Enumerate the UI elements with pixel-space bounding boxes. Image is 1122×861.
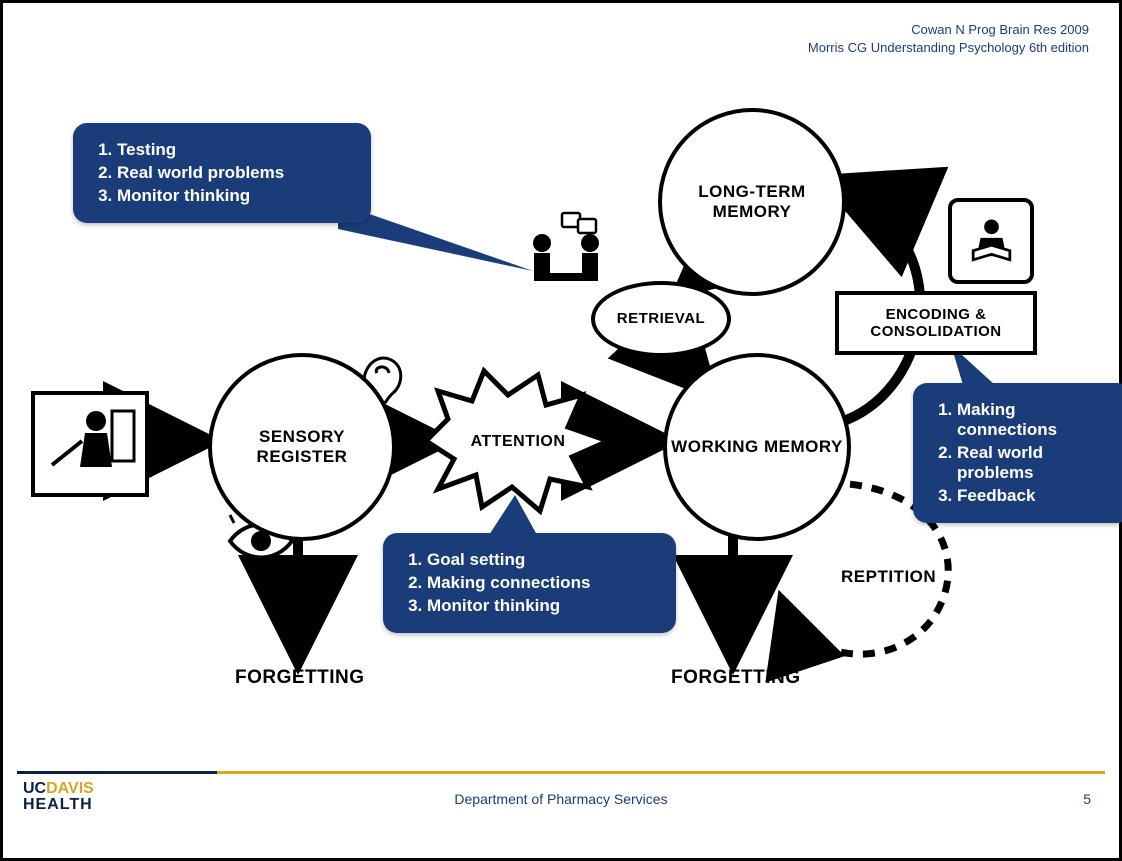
footer-rule — [17, 771, 1105, 774]
node-attention: ATTENTION — [433, 389, 603, 495]
node-working-memory: WORKING MEMORY — [663, 353, 851, 541]
callout-item: Monitor thinking — [117, 186, 353, 206]
node-label: ATTENTION — [471, 433, 566, 451]
callout-item: Monitor thinking — [427, 596, 658, 616]
callout-item: Making connections — [427, 573, 658, 593]
callout-encoding: Making connections Real world problems F… — [913, 383, 1122, 523]
callout-attention: Goal setting Making connections Monitor … — [383, 533, 676, 633]
callout-item: Making connections — [957, 400, 1113, 440]
page-number: 5 — [1083, 791, 1091, 807]
node-label: RETRIEVAL — [617, 310, 705, 327]
lecturer-icon — [31, 391, 149, 497]
label-repetition: REPTITION — [841, 567, 936, 587]
callout-item: Goal setting — [427, 550, 658, 570]
citation-line: Morris CG Understanding Psychology 6th e… — [808, 39, 1089, 57]
node-long-term-memory: LONG-TERM MEMORY — [658, 108, 846, 296]
callout-retrieval: Testing Real world problems Monitor thin… — [73, 123, 371, 223]
node-label: SENSORY REGISTER — [212, 427, 392, 466]
node-sensory-register: SENSORY REGISTER — [208, 353, 396, 541]
citation: Cowan N Prog Brain Res 2009 Morris CG Un… — [808, 21, 1089, 56]
callout-item: Real world problems — [117, 163, 353, 183]
node-label: WORKING MEMORY — [671, 437, 843, 457]
citation-line: Cowan N Prog Brain Res 2009 — [808, 21, 1089, 39]
footer-department: Department of Pharmacy Services — [3, 791, 1119, 807]
label-forgetting-right: FORGETTING — [671, 667, 801, 689]
callout-item: Testing — [117, 140, 353, 160]
node-label: ENCODING & CONSOLIDATION — [847, 306, 1025, 340]
reading-icon — [948, 198, 1034, 284]
node-encoding: ENCODING & CONSOLIDATION — [835, 291, 1037, 355]
label-forgetting-left: FORGETTING — [235, 667, 365, 689]
node-label: LONG-TERM MEMORY — [662, 182, 842, 221]
node-retrieval: RETRIEVAL — [591, 281, 731, 357]
callout-item: Feedback — [957, 486, 1113, 506]
callout-item: Real world problems — [957, 443, 1113, 483]
